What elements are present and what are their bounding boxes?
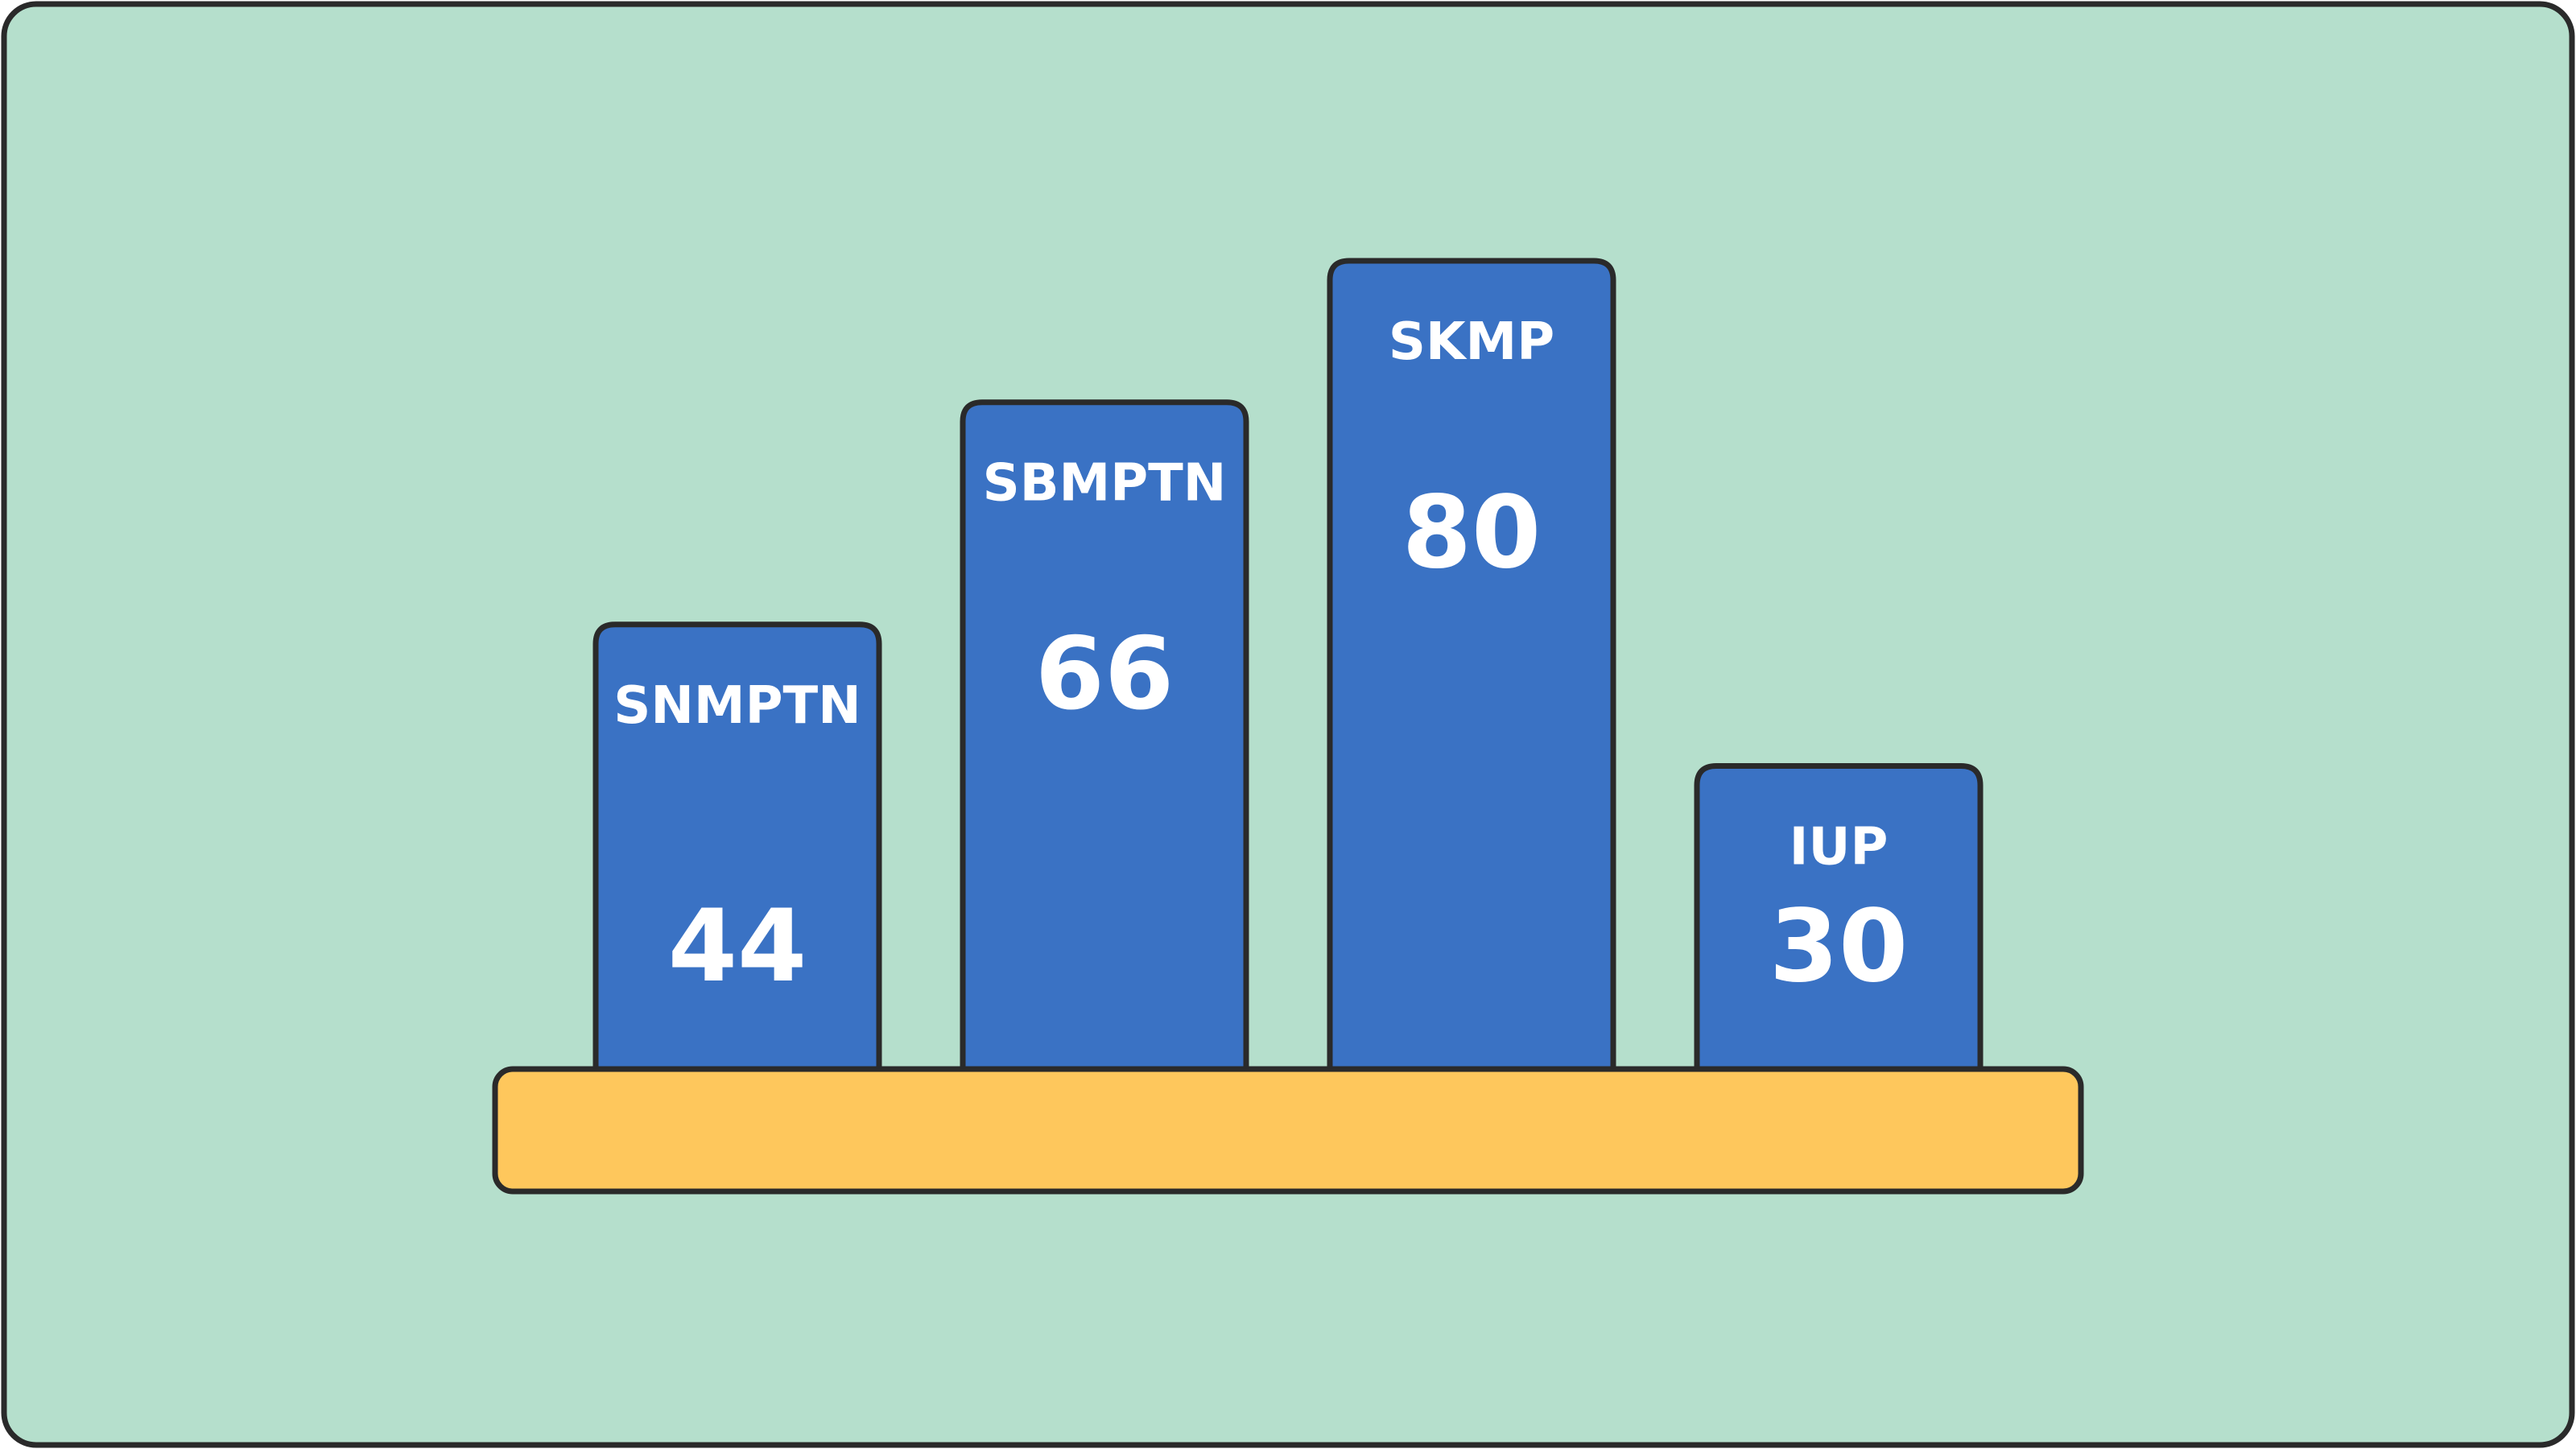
bar-label-sbmptn: SBMPTN	[983, 454, 1227, 514]
bar-iup	[1694, 763, 1984, 1074]
baseline-shelf	[492, 1066, 2084, 1195]
bar-sbmptn	[960, 399, 1249, 1074]
bar-snmptn	[592, 621, 882, 1074]
bar-skmp	[1327, 258, 1616, 1074]
bars-layer: SNMPTN 44 SBMPTN 66 SKMP 80 IUP 30	[592, 258, 1984, 1074]
bar-label-snmptn: SNMPTN	[613, 676, 861, 736]
bar-value-sbmptn: 66	[1035, 617, 1174, 733]
bar-value-skmp: 80	[1402, 475, 1542, 591]
bar-value-iup: 30	[1769, 889, 1909, 1005]
bar-label-iup: IUP	[1790, 818, 1889, 877]
bar-value-snmptn: 44	[668, 889, 807, 1005]
bar-label-skmp: SKMP	[1389, 312, 1554, 372]
